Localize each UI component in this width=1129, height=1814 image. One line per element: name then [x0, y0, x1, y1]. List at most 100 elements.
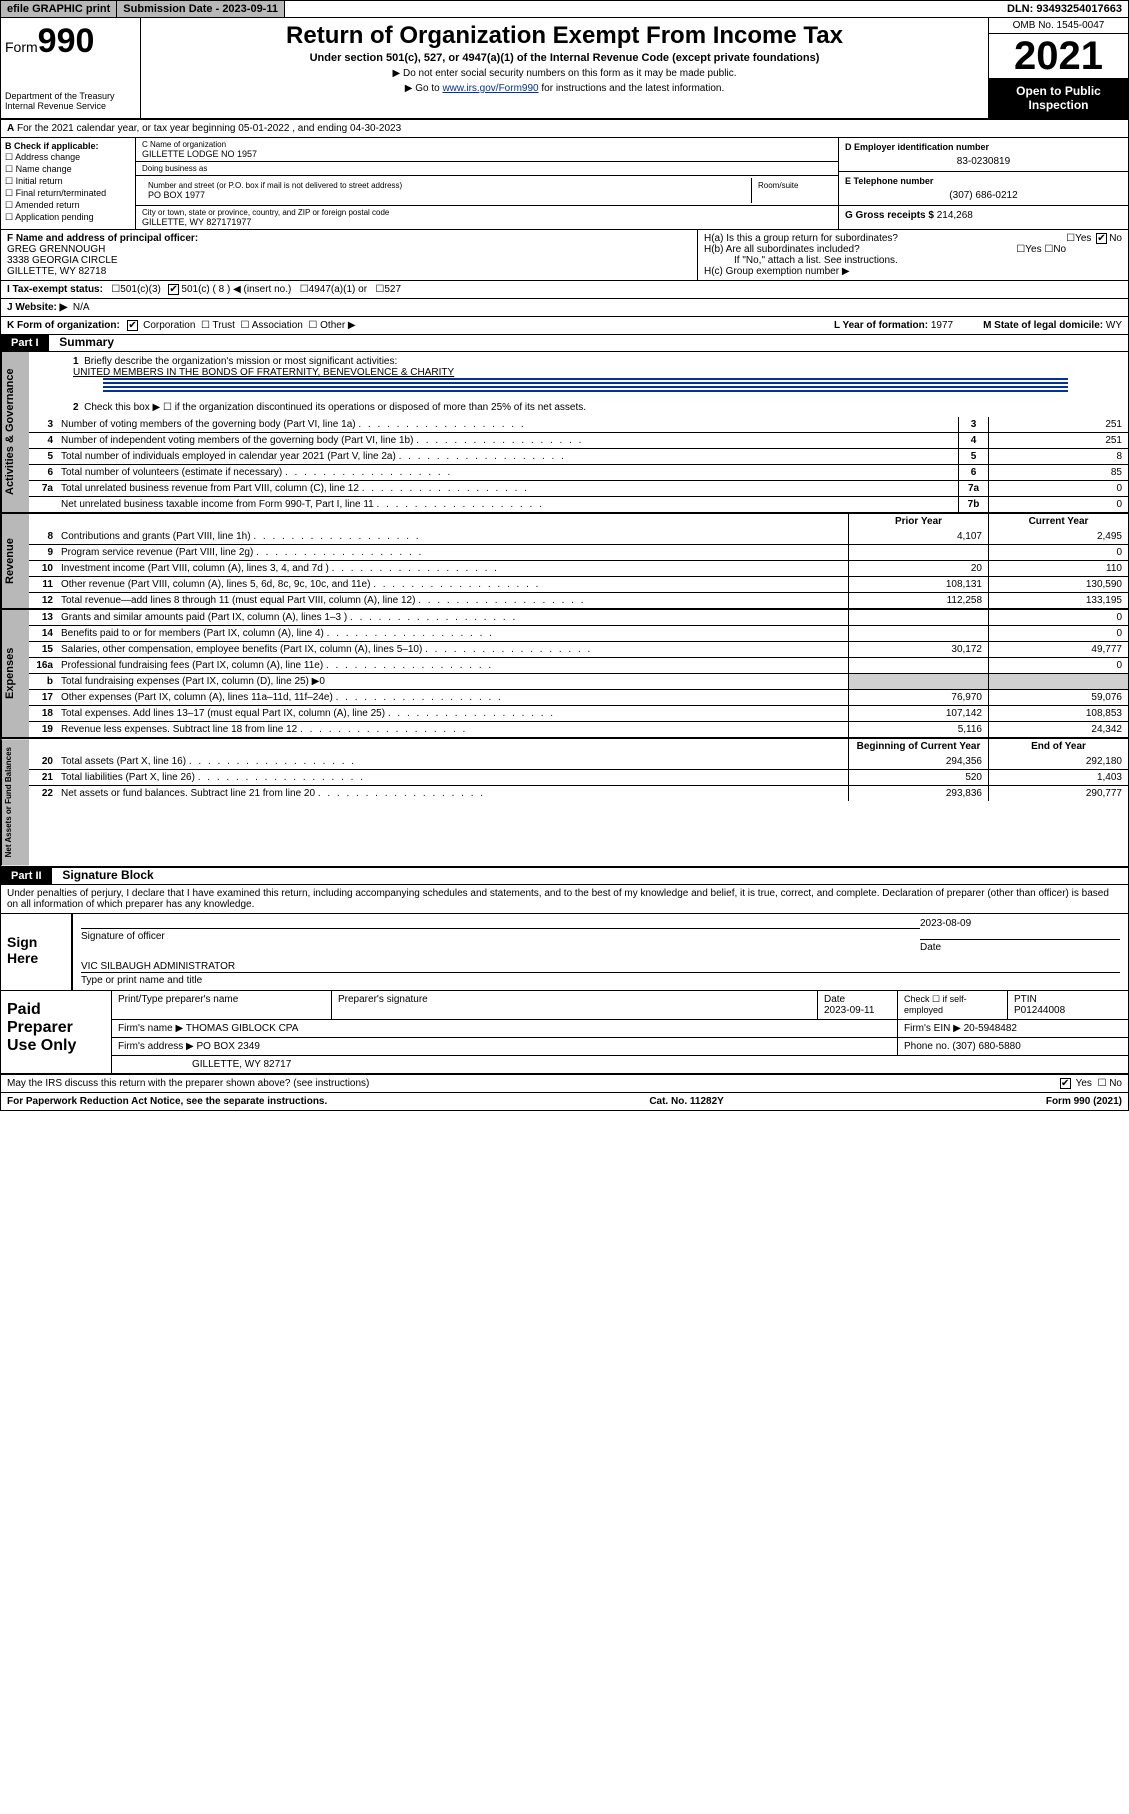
opt-4947[interactable]: 4947(a)(1) or [309, 284, 367, 295]
note-ssn: ▶ Do not enter social security numbers o… [149, 68, 980, 79]
efile-button[interactable]: efile GRAPHIC print [1, 1, 117, 17]
domicile-value: WY [1106, 320, 1122, 331]
ptin-label: PTIN [1014, 994, 1037, 1005]
check-address-change[interactable]: ☐ Address change [5, 152, 131, 163]
prep-name-label: Print/Type preparer's name [112, 991, 332, 1019]
footer: For Paperwork Reduction Act Notice, see … [1, 1092, 1128, 1110]
check-final-return[interactable]: ☐ Final return/terminated [5, 188, 131, 199]
penalty-text: Under penalties of perjury, I declare th… [1, 885, 1128, 913]
tab-expenses: Expenses [1, 610, 29, 737]
officer-label: F Name and address of principal officer: [7, 233, 198, 244]
firm-addr-label: Firm's address ▶ [118, 1041, 194, 1052]
sig-date: 2023-08-09 [920, 918, 1120, 929]
revenue-section: Revenue Prior Year Current Year 8Contrib… [1, 514, 1128, 610]
line-18: 18Total expenses. Add lines 13–17 (must … [29, 705, 1128, 721]
check-amended[interactable]: ☐ Amended return [5, 200, 131, 211]
firm-addr1: PO BOX 2349 [197, 1041, 260, 1052]
gross-receipts-label: G Gross receipts $ [845, 210, 934, 221]
form-title: Return of Organization Exempt From Incom… [149, 22, 980, 50]
line-13: 13Grants and similar amounts paid (Part … [29, 610, 1128, 625]
gov-line-7b: Net unrelated business taxable income fr… [29, 496, 1128, 512]
year-formation-label: L Year of formation: [834, 320, 928, 331]
prep-phone-label: Phone no. [904, 1041, 950, 1052]
line-8: 8Contributions and grants (Part VIII, li… [29, 529, 1128, 544]
section-a: A For the 2021 calendar year, or tax yea… [1, 120, 1128, 138]
address-value: PO BOX 1977 [148, 190, 745, 200]
ein-value: 83-0230819 [845, 156, 1122, 167]
section-c: C Name of organization GILLETTE LODGE NO… [136, 138, 838, 229]
net-header: Beginning of Current Year End of Year [29, 739, 1128, 754]
line-9: 9Program service revenue (Part VIII, lin… [29, 544, 1128, 560]
check-initial-return[interactable]: ☐ Initial return [5, 176, 131, 187]
opt-501c3[interactable]: 501(c)(3) [120, 284, 161, 295]
line-b: bTotal fundraising expenses (Part IX, co… [29, 673, 1128, 689]
officer-title-label: Type or print name and title [81, 975, 202, 986]
section-a-text: For the 2021 calendar year, or tax year … [17, 123, 401, 134]
opt-527[interactable]: 527 [384, 284, 401, 295]
officer-addr2: GILLETTE, WY 82718 [7, 266, 106, 277]
phone-value: (307) 686-0212 [845, 190, 1122, 201]
part1-badge: Part I [1, 335, 49, 351]
topbar: efile GRAPHIC print Submission Date - 20… [1, 1, 1128, 18]
cat-number: Cat. No. 11282Y [649, 1096, 723, 1107]
sign-here-label: Sign Here [1, 914, 71, 990]
self-employed-check[interactable]: Check ☐ if self-employed [898, 991, 1008, 1019]
section-i: I Tax-exempt status: ☐ 501(c)(3) 501(c) … [1, 281, 1128, 299]
form-990-page: efile GRAPHIC print Submission Date - 20… [0, 0, 1129, 1111]
part-1-header: Part I Summary [1, 335, 1128, 352]
irs-link[interactable]: www.irs.gov/Form990 [442, 83, 538, 94]
tax-year: 2021 [989, 34, 1128, 78]
form-number: Form990 [5, 22, 136, 61]
submission-date-button[interactable]: Submission Date - 2023-09-11 [117, 1, 285, 17]
dba-label: Doing business as [142, 164, 832, 173]
gross-receipts-value: 214,268 [937, 210, 973, 221]
ptin-value: P01244008 [1014, 1005, 1065, 1016]
form-header: Form990 Department of the Treasury Inter… [1, 18, 1128, 120]
line-10: 10Investment income (Part VIII, column (… [29, 560, 1128, 576]
revenue-header: Prior Year Current Year [29, 514, 1128, 529]
line-22: 22Net assets or fund balances. Subtract … [29, 785, 1128, 801]
city-value: GILLETTE, WY 827171977 [142, 217, 832, 227]
ha-row: H(a) Is this a group return for subordin… [704, 233, 1122, 244]
part2-title: Signature Block [54, 866, 161, 884]
line-14: 14Benefits paid to or for members (Part … [29, 625, 1128, 641]
gov-line-7a: 7aTotal unrelated business revenue from … [29, 480, 1128, 496]
firm-ein-label: Firm's EIN ▶ [904, 1023, 961, 1034]
note2-pre: ▶ Go to [405, 83, 443, 94]
line-19: 19Revenue less expenses. Subtract line 1… [29, 721, 1128, 737]
address-label: Number and street (or P.O. box if mail i… [148, 181, 745, 190]
line-21: 21Total liabilities (Part X, line 26) 52… [29, 769, 1128, 785]
sections-deg: D Employer identification number 83-0230… [838, 138, 1128, 229]
ein-label: D Employer identification number [845, 142, 1122, 152]
org-name: GILLETTE LODGE NO 1957 [142, 149, 832, 159]
net-assets-section: Net Assets or Fund Balances Beginning of… [1, 739, 1128, 867]
discuss-yes-check[interactable] [1060, 1078, 1071, 1089]
room-label: Room/suite [758, 181, 826, 190]
form-org-label: K Form of organization: [7, 320, 120, 331]
line-15: 15Salaries, other compensation, employee… [29, 641, 1128, 657]
gov-line-5: 5Total number of individuals employed in… [29, 448, 1128, 464]
check-application-pending[interactable]: ☐ Application pending [5, 212, 131, 223]
check-name-change[interactable]: ☐ Name change [5, 164, 131, 175]
org-name-label: C Name of organization [142, 140, 832, 149]
opt-corp-check[interactable] [127, 320, 138, 331]
prep-date-label: Date [824, 994, 845, 1005]
opt-501c-check[interactable] [168, 284, 179, 295]
section-b-label: B Check if applicable: [5, 141, 99, 151]
form-ref: Form 990 (2021) [1046, 1096, 1122, 1107]
line-20: 20Total assets (Part X, line 16) 294,356… [29, 754, 1128, 769]
gov-line-4: 4Number of independent voting members of… [29, 432, 1128, 448]
prep-date: 2023-09-11 [824, 1005, 874, 1016]
note2-post: for instructions and the latest informat… [539, 83, 725, 94]
tab-revenue: Revenue [1, 514, 29, 608]
domicile-label: M State of legal domicile: [983, 320, 1103, 331]
tab-net-assets: Net Assets or Fund Balances [1, 739, 29, 865]
hb-row: H(b) Are all subordinates included? ☐Yes… [704, 244, 1122, 255]
note-link: ▶ Go to www.irs.gov/Form990 for instruct… [149, 83, 980, 94]
line-1: 1 Briefly describe the organization's mi… [29, 352, 1128, 398]
section-b: B Check if applicable: ☐ Address change … [1, 138, 136, 229]
firm-name-label: Firm's name ▶ [118, 1023, 183, 1034]
ha-no-check[interactable] [1096, 233, 1107, 244]
officer-name: GREG GRENNOUGH [7, 244, 105, 255]
form-subtitle: Under section 501(c), 527, or 4947(a)(1)… [149, 52, 980, 64]
